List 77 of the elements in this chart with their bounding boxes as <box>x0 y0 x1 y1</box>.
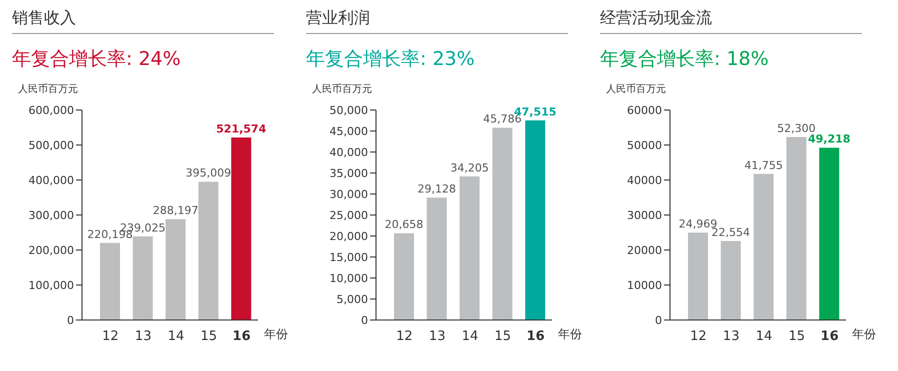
y-tick-label: 40,000 <box>330 146 368 159</box>
chart-title: 销售收入 <box>12 8 274 34</box>
bar <box>492 128 512 320</box>
bar <box>720 241 741 320</box>
x-tick-label: 14 <box>462 329 478 344</box>
y-tick-label: 500,000 <box>28 138 74 152</box>
y-tick-label: 100,000 <box>28 278 74 292</box>
chart-title: 经营活动现金流 <box>600 8 862 34</box>
x-axis-title: 年份 <box>264 327 288 341</box>
bar <box>394 233 414 320</box>
data-label: 52,300 <box>777 122 816 135</box>
y-tick-label: 20000 <box>627 244 662 257</box>
y-tick-label: 0 <box>67 314 74 327</box>
x-tick-label: 16 <box>232 329 251 344</box>
chart-subtitle: 年复合增长率: 18% <box>600 47 770 72</box>
x-tick-label: 12 <box>102 329 119 344</box>
data-label: 29,128 <box>418 182 456 196</box>
data-label: 22,554 <box>712 226 750 240</box>
y-tick-label: 25,000 <box>330 208 368 222</box>
x-tick-label: 15 <box>494 329 512 344</box>
data-label: 395,009 <box>186 166 232 180</box>
data-label: 20,658 <box>384 218 424 232</box>
x-axis-title: 年份 <box>852 327 876 341</box>
y-tick-label: 400,000 <box>28 174 74 187</box>
x-tick-label: 14 <box>168 329 184 344</box>
x-tick-label: 13 <box>428 329 446 344</box>
bar <box>460 176 480 320</box>
y-axis-title: 人民币百万元 <box>312 82 373 96</box>
y-tick-label: 35,000 <box>330 166 368 180</box>
x-tick-label: 15 <box>200 329 218 344</box>
y-tick-label: 0 <box>655 314 662 327</box>
x-tick-label: 13 <box>134 329 152 344</box>
y-tick-label: 20,000 <box>330 230 368 243</box>
data-label: 34,205 <box>450 161 489 174</box>
bar <box>786 136 806 320</box>
x-tick-label: 15 <box>788 329 806 344</box>
data-label: 521,574 <box>216 122 267 136</box>
bar <box>688 232 708 320</box>
x-tick-label: 16 <box>526 329 545 344</box>
x-axis-title: 年份 <box>558 327 582 341</box>
bar <box>198 182 218 320</box>
bar <box>525 120 546 320</box>
chart-subtitle: 年复合增长率: 24% <box>12 47 182 72</box>
y-tick-label: 30,000 <box>330 188 368 201</box>
chart-title: 营业利润 <box>306 8 568 34</box>
y-tick-label: 300,000 <box>28 208 74 222</box>
bar <box>132 236 153 320</box>
y-tick-label: 200,000 <box>28 244 74 257</box>
y-tick-label: 5,000 <box>336 292 368 306</box>
bar <box>819 148 840 320</box>
data-label: 288,197 <box>152 204 198 218</box>
y-tick-label: 600,000 <box>28 104 74 117</box>
chart-subtitle: 年复合增长率: 23% <box>306 47 476 72</box>
x-tick-label: 12 <box>690 329 707 344</box>
bar <box>100 242 120 320</box>
y-tick-label: 15,000 <box>330 250 368 264</box>
y-tick-label: 60000 <box>627 104 662 117</box>
x-tick-label: 14 <box>756 329 772 344</box>
bar <box>426 198 447 320</box>
y-tick-label: 50,000 <box>330 104 368 117</box>
y-tick-label: 45,000 <box>330 124 368 138</box>
y-tick-label: 0 <box>361 314 368 327</box>
data-label: 41,755 <box>744 158 783 172</box>
x-tick-label: 16 <box>820 329 839 344</box>
y-tick-label: 40000 <box>627 174 662 187</box>
y-axis-title: 人民币百万元 <box>18 82 79 96</box>
y-tick-label: 10000 <box>627 278 662 292</box>
x-tick-label: 12 <box>396 329 413 344</box>
bar <box>231 137 252 320</box>
y-tick-label: 50000 <box>627 138 662 152</box>
bar <box>166 219 186 320</box>
y-tick-label: 10,000 <box>330 272 368 285</box>
x-tick-label: 13 <box>722 329 740 344</box>
y-axis-title: 人民币百万元 <box>606 82 667 96</box>
y-tick-label: 30000 <box>627 208 662 222</box>
data-label: 49,218 <box>808 132 850 146</box>
bar <box>754 174 774 320</box>
